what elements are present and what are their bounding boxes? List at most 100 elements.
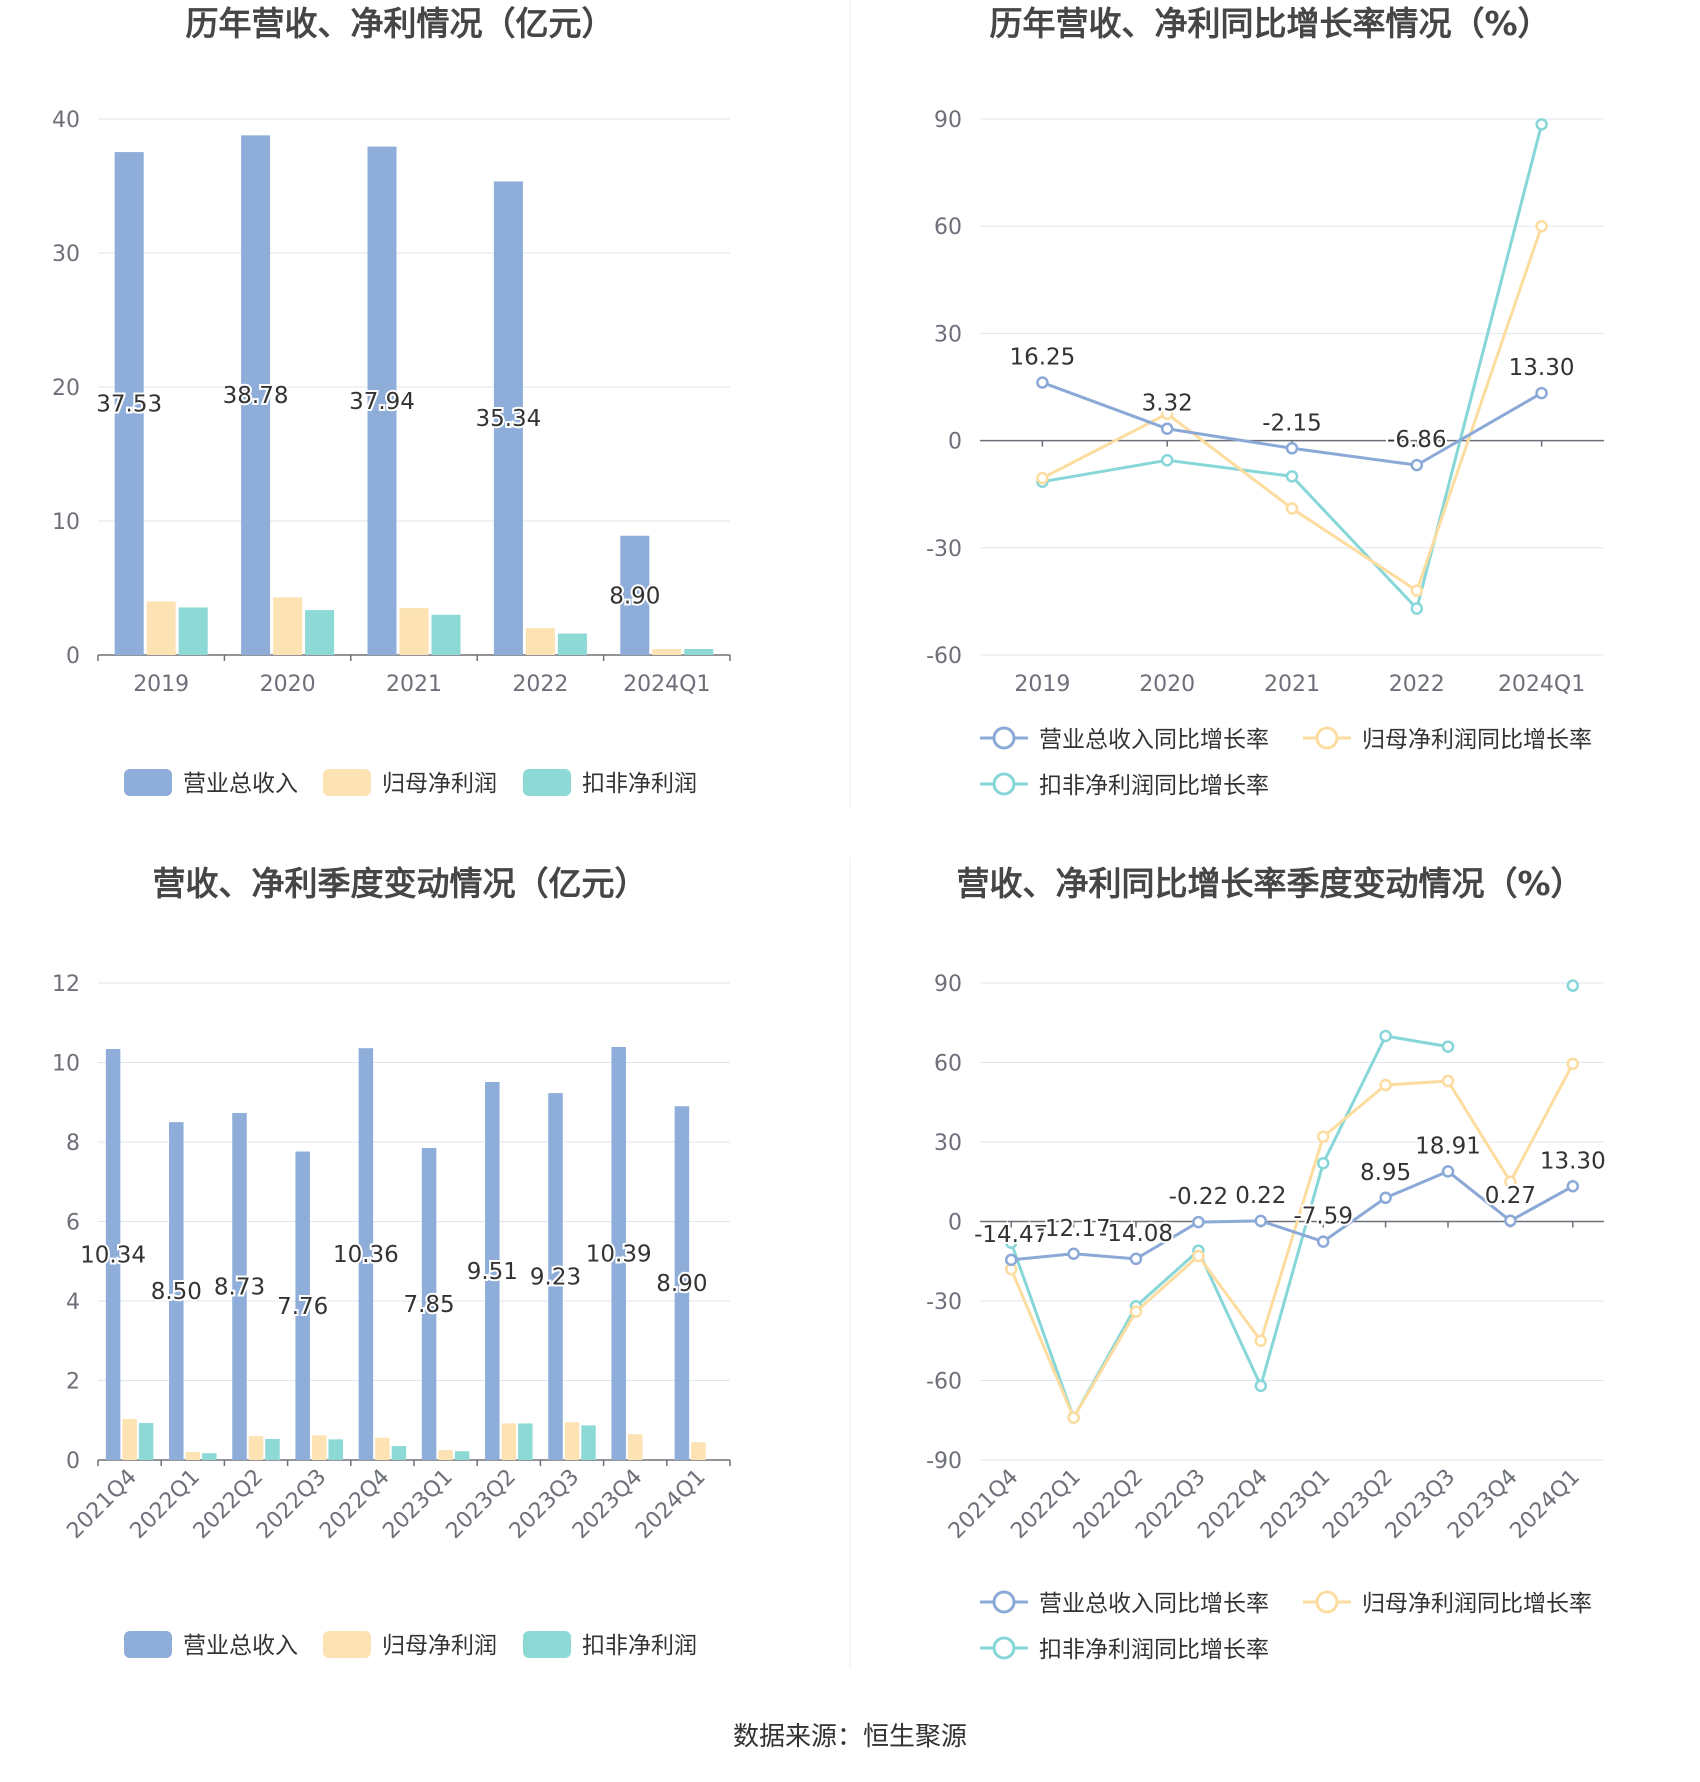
bar-deducted-profit [581, 1425, 596, 1460]
x-tick-label: 2022Q1 [126, 1465, 205, 1544]
data-point [1285, 442, 1299, 455]
bar-net-profit [248, 1436, 264, 1460]
legend-swatch [323, 769, 371, 796]
data-point [1441, 1040, 1455, 1053]
bar-deducted-profit [431, 614, 461, 655]
data-point [1316, 1130, 1330, 1143]
bar-net-profit [122, 1419, 137, 1460]
x-tick-label: 2021Q4 [62, 1465, 141, 1544]
bar-deducted-profit [518, 1423, 533, 1460]
data-point [1504, 1175, 1517, 1188]
legend-swatch [124, 1631, 172, 1658]
x-tick-label: 2019 [1014, 672, 1070, 697]
x-tick-label: 2022 [1389, 672, 1445, 697]
data-point [1285, 470, 1299, 483]
y-tick-label: 30 [934, 322, 962, 347]
legend-swatch [523, 1631, 571, 1658]
y-tick-label: -30 [926, 1290, 962, 1315]
bar-net-profit [375, 1437, 390, 1460]
x-tick-label: 2024Q1 [623, 672, 710, 697]
x-tick-label: 2023Q2 [442, 1465, 521, 1544]
legend-label: 营业总收入同比增长率 [1039, 1591, 1269, 1617]
legend-label: 营业总收入 [183, 1633, 298, 1659]
data-point [1535, 386, 1548, 400]
data-point [1004, 1253, 1018, 1267]
x-tick-label: 2024Q1 [631, 1465, 710, 1544]
legend-swatch-marker [992, 726, 1016, 750]
data-point [1379, 1191, 1392, 1205]
bar-revenue [105, 1048, 121, 1460]
bar-net-profit [311, 1435, 327, 1460]
chart-title: 历年营收、净利同比增长率情况（%） [989, 4, 1550, 43]
data-label: -2.15 [1262, 410, 1322, 436]
y-tick-label: -90 [926, 1449, 962, 1474]
bar-revenue [232, 1112, 247, 1460]
legend-swatch-marker [992, 1636, 1016, 1660]
data-point [1036, 471, 1049, 485]
bar-revenue [493, 181, 523, 655]
bar-net-profit [525, 628, 555, 655]
bar-deducted-profit [684, 648, 714, 655]
legend-swatch-marker [1315, 1590, 1339, 1614]
legend-label: 归母净利润同比增长率 [1362, 727, 1592, 753]
annual-growth-panel: 历年营收、净利同比增长率情况（%） -60 -30 0 30 60 90 2019 2020 2… [926, 4, 1604, 799]
bar-net-profit [627, 1434, 643, 1460]
data-point [1379, 1029, 1392, 1043]
data-label: 10.39 [586, 1241, 652, 1267]
bar-revenue [674, 1106, 690, 1460]
x-tick-label: 2023Q4 [568, 1465, 647, 1544]
x-tick-label: 2024Q1 [1498, 672, 1585, 697]
data-point [1192, 1249, 1205, 1263]
data-label: 7.85 [403, 1292, 454, 1318]
bar-net-profit [501, 1423, 517, 1460]
legend-label: 营业总收入同比增长率 [1039, 727, 1269, 753]
data-point [1566, 1057, 1580, 1071]
data-label: -12.17 [1037, 1216, 1111, 1242]
quarterly-growth-panel: 营收、净利同比增长率季度变动情况（%） -90-60-3003060902021… [926, 864, 1608, 1663]
bar-net-profit [146, 601, 176, 655]
data-label: 3.32 [1142, 391, 1193, 417]
bar-revenue [114, 152, 144, 655]
data-point [1316, 1235, 1330, 1248]
data-label: 35.34 [475, 406, 541, 432]
x-tick-label: 2022Q3 [252, 1465, 331, 1544]
data-point [1004, 1236, 1018, 1249]
y-tick-label: 30 [52, 242, 80, 267]
x-tick-label: 2022Q4 [315, 1465, 394, 1544]
data-label: 7.76 [277, 1294, 328, 1320]
bar-net-profit [438, 1450, 453, 1460]
data-label: 8.50 [151, 1279, 202, 1305]
chart-title: 历年营收、净利情况（亿元） [186, 4, 615, 43]
bar-net-profit [185, 1452, 201, 1460]
legend-swatch [323, 1631, 371, 1658]
data-label: 8.90 [609, 583, 660, 609]
data-point [1410, 458, 1424, 472]
bar-revenue [241, 135, 271, 655]
data-label: 10.34 [80, 1242, 146, 1268]
data-point [1254, 1379, 1268, 1393]
data-point [1160, 422, 1174, 435]
bar-deducted-profit [305, 610, 335, 655]
bar-deducted-profit [138, 1423, 154, 1460]
bar-revenue [358, 1048, 374, 1460]
y-tick-label: 0 [948, 430, 962, 455]
y-tick-label: 40 [52, 108, 80, 133]
data-label: 8.95 [1360, 1160, 1411, 1186]
x-tick-label: 2021 [1264, 672, 1320, 697]
legend-swatch [124, 769, 172, 796]
data-source: 数据来源：恒生聚源 [733, 1722, 967, 1752]
data-label: 37.94 [349, 389, 415, 415]
bar-revenue [548, 1093, 563, 1460]
data-label: 37.53 [96, 392, 162, 418]
bar-net-profit [564, 1422, 580, 1460]
data-point [1254, 1214, 1268, 1228]
series-line-1 [1041, 225, 1544, 593]
bar-deducted-profit [391, 1446, 407, 1460]
data-label: 10.36 [333, 1242, 399, 1268]
data-point [1254, 1334, 1268, 1347]
bar-revenue [421, 1147, 437, 1460]
data-point [1441, 1074, 1455, 1088]
data-point [1285, 502, 1299, 515]
data-label: 0.27 [1485, 1183, 1536, 1209]
data-label: 13.30 [1509, 355, 1575, 381]
